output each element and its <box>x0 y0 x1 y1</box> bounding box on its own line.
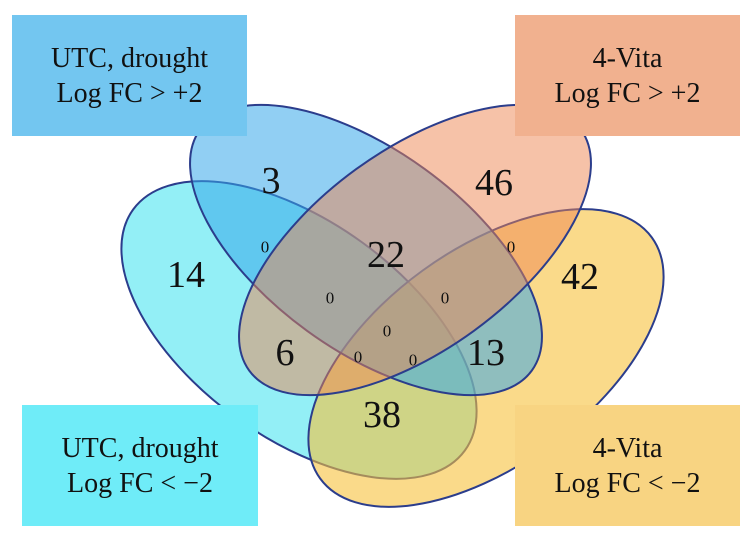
set-d-label: 4-Vita Log FC < −2 <box>515 405 740 526</box>
set-d-label-line2: Log FC < −2 <box>554 467 701 499</box>
count-b-only: 46 <box>475 162 513 204</box>
set-b-label-line2: Log FC > +2 <box>554 77 701 109</box>
count-a-c-d: 6 <box>276 332 295 374</box>
count-all-four: 0 <box>383 322 392 341</box>
count-a-b-d: 0 <box>441 289 450 308</box>
set-b-label-line1: 4-Vita <box>592 42 663 74</box>
count-a-only: 3 <box>262 160 281 202</box>
set-a-label-line1: UTC, drought <box>50 42 209 74</box>
count-d-only: 42 <box>561 256 599 298</box>
set-c-label: UTC, drought Log FC < −2 <box>22 405 258 526</box>
set-c-label-line1: UTC, drought <box>61 432 219 464</box>
count-c-d: 38 <box>363 394 401 436</box>
count-b-c-d: 13 <box>467 332 505 374</box>
set-d-label-line1: 4-Vita <box>592 432 663 464</box>
count-a-b-c: 0 <box>326 289 335 308</box>
count-c-only: 14 <box>167 254 205 296</box>
count-a-c-d-lower: 0 <box>354 348 363 367</box>
set-a-label: UTC, drought Log FC > +2 <box>12 15 247 136</box>
set-b-label: 4-Vita Log FC > +2 <box>515 15 740 136</box>
count-b-d: 0 <box>507 238 516 257</box>
count-b-c-d-lower: 0 <box>409 351 418 370</box>
set-a-label-line2: Log FC > +2 <box>56 77 203 109</box>
count-a-c: 0 <box>261 238 270 257</box>
set-c-label-line2: Log FC < −2 <box>67 467 213 499</box>
count-a-b: 22 <box>367 234 405 276</box>
